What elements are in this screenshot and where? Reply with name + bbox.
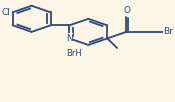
Text: N: N: [66, 34, 73, 43]
Text: Br: Br: [163, 27, 173, 36]
Text: Cl: Cl: [2, 8, 10, 17]
Text: O: O: [124, 6, 131, 15]
Text: BrH: BrH: [66, 49, 82, 58]
